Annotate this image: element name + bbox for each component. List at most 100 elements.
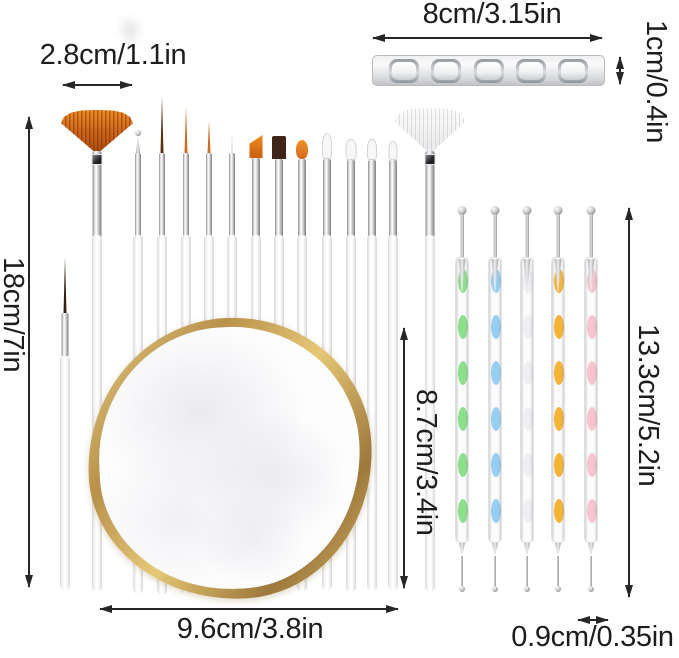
gel-bristles [367, 139, 377, 160]
label-holder-height: 1cm/0.4in [639, 20, 672, 144]
brush-handle [60, 356, 70, 590]
mini-ball-tip [135, 130, 141, 136]
liner-bristles [63, 257, 67, 313]
holder-height-arrow [619, 57, 621, 84]
dotting-ball-large [522, 206, 532, 215]
ferrule-crimp-diamond [91, 154, 103, 165]
brush-ferrule [229, 153, 235, 237]
barrel-insert-cone [587, 259, 595, 295]
pen-barrel [488, 257, 502, 543]
label-handle-length: 8.7cm/3.4in [409, 388, 442, 536]
liner-bristles [231, 132, 233, 153]
brush-length-arrow [28, 117, 30, 587]
holder-slot-row [373, 56, 604, 85]
angled-bristles [249, 135, 263, 158]
acrylic-brush-holder [372, 55, 605, 86]
brush-ferrule [159, 153, 165, 237]
brush-handle [92, 235, 102, 592]
brush-ferrule [252, 158, 260, 237]
holder-slot [473, 58, 504, 83]
holder-slot [558, 58, 588, 83]
barrel-insert-cone [458, 259, 466, 295]
dotting-shaft-top [525, 214, 529, 258]
barrel-insert-cone [491, 259, 499, 295]
flat-bristles [272, 136, 286, 159]
dotting-ball-small [524, 586, 530, 592]
liner-bristles [207, 121, 211, 153]
brush-ferrule [183, 153, 189, 237]
dotting-shaft-bottom [526, 556, 528, 587]
dotting-ball-small [555, 586, 561, 592]
label-brush-length: 18cm/7in [0, 257, 29, 373]
dotting-pen-length-arrow [628, 208, 630, 597]
dotting-shaft-top [493, 214, 497, 258]
dotting-ball-small [459, 586, 465, 592]
oval-bristles [296, 140, 308, 159]
ferrule-crimp-diamond [424, 154, 436, 165]
brush-ferrule [135, 153, 141, 237]
brush-ferrule [61, 313, 69, 356]
holder-width-arrow [373, 37, 602, 39]
mini-taper [136, 135, 140, 153]
brush-ferrule [206, 153, 212, 237]
holder-slot [431, 58, 462, 83]
gel-bristles [345, 139, 357, 160]
brush-ferrule [275, 159, 283, 237]
label-dotting-pen-width: 0.9cm/0.35in [511, 621, 674, 653]
dotting-pen-width-arrow [578, 619, 608, 621]
holder-slot [389, 58, 419, 83]
brush-ferrule [389, 160, 397, 237]
dotting-ball-small [492, 586, 498, 592]
photo-smudge [110, 8, 150, 52]
dotting-ball-large [490, 206, 500, 215]
brush-ferrule [92, 151, 102, 237]
pen-barrel [455, 257, 469, 543]
palette-width-arrow [100, 608, 398, 610]
pen-bottom-cone [458, 543, 466, 556]
dotting-shaft-top [556, 214, 560, 258]
brush-ferrule [425, 151, 435, 237]
brush-handle [367, 235, 377, 591]
dotting-ball-large [586, 206, 596, 215]
liner-bristles [160, 96, 164, 153]
dotting-ball-small [588, 586, 594, 592]
label-dotting-pen-length: 13.3cm/5.2in [631, 323, 664, 487]
brush-ferrule [323, 159, 331, 237]
brush-ferrule [347, 160, 355, 237]
fan-orange-bristles [61, 110, 133, 154]
barrel-insert-cone [554, 259, 562, 295]
dotting-ball-large [457, 206, 467, 215]
handle-length-arrow [403, 328, 405, 588]
gel-bristles [322, 133, 332, 159]
dotting-shaft-top [460, 214, 464, 258]
pen-barrel [520, 257, 534, 543]
dotting-shaft-top [589, 214, 593, 258]
liner-bristles [184, 106, 188, 153]
pen-bottom-cone [554, 543, 562, 556]
fan-width-arrow [63, 84, 132, 86]
barrel-insert-cone [523, 259, 531, 295]
label-holder-width: 8cm/3.15in [422, 0, 562, 30]
fan-white-bristles [395, 108, 465, 154]
dotting-shaft-bottom [494, 556, 496, 587]
palette-surface [92, 320, 367, 596]
pen-barrel [551, 257, 565, 543]
pen-bottom-cone [523, 543, 531, 556]
dotting-ball-large [553, 206, 563, 215]
brush-ferrule [298, 159, 306, 237]
label-palette-width: 9.6cm/3.8in [176, 613, 324, 645]
pen-bottom-cone [491, 543, 499, 556]
holder-slot [515, 58, 546, 83]
label-fan-brush-width: 2.8cm/1.1in [39, 39, 187, 71]
brush-handle [388, 235, 398, 590]
dotting-shaft-bottom [590, 556, 592, 587]
pen-bottom-cone [587, 543, 595, 556]
dotting-shaft-bottom [461, 556, 463, 587]
pen-barrel [584, 257, 598, 543]
resin-palette-gold-rim [80, 310, 380, 607]
dotting-shaft-bottom [557, 556, 559, 587]
brush-handle [425, 235, 435, 592]
gel-bristles [388, 141, 398, 160]
brush-ferrule [368, 160, 376, 237]
